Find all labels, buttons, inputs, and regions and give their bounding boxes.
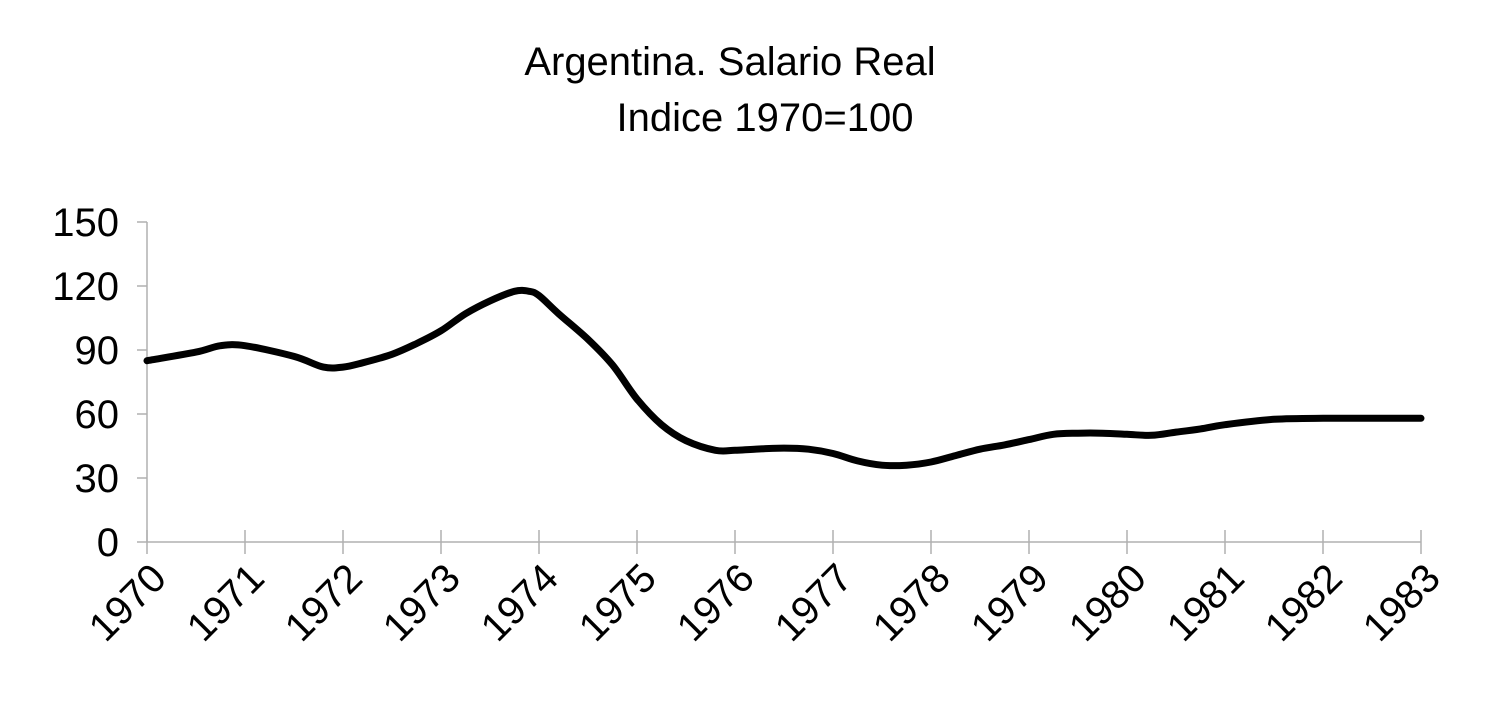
x-tick-label: 1983 bbox=[1355, 556, 1449, 650]
x-tick-label: 1979 bbox=[963, 556, 1057, 650]
x-axis-ticks: 1970 1971 1972 1973 1974 1975 1976 1977 1978 1979… bbox=[81, 530, 1449, 650]
x-tick-label: 1978 bbox=[865, 556, 959, 650]
y-tick-label: 30 bbox=[75, 457, 120, 501]
x-tick-label: 1975 bbox=[571, 556, 665, 650]
x-tick-label: 1977 bbox=[767, 556, 861, 650]
x-tick-label: 1972 bbox=[277, 556, 371, 650]
x-tick-label: 1982 bbox=[1257, 556, 1351, 650]
x-tick-label: 1976 bbox=[669, 556, 763, 650]
y-tick-label: 0 bbox=[97, 521, 119, 565]
x-tick-label: 1974 bbox=[473, 556, 567, 650]
series-line-0 bbox=[143, 286, 1425, 470]
y-tick-label: 60 bbox=[75, 393, 120, 437]
y-axis-ticks: 0 30 60 90 120 150 bbox=[52, 201, 147, 565]
x-tick-label: 1973 bbox=[375, 556, 469, 650]
x-tick-label: 1981 bbox=[1159, 556, 1253, 650]
y-tick-label: 90 bbox=[75, 329, 120, 373]
x-tick-label: 1980 bbox=[1061, 556, 1155, 650]
y-tick-label: 150 bbox=[52, 201, 119, 245]
y-tick-label: 120 bbox=[52, 265, 119, 309]
chart-title-block: Argentina. Salario Real Indice 1970=100 bbox=[0, 34, 1460, 146]
chart-subtitle: Indice 1970=100 bbox=[616, 96, 914, 140]
x-tick-label: 1970 bbox=[81, 556, 175, 650]
chart-title: Argentina. Salario Real bbox=[524, 40, 936, 84]
series-group bbox=[143, 286, 1425, 470]
axes bbox=[146, 222, 1421, 543]
x-tick-label: 1971 bbox=[179, 556, 273, 650]
